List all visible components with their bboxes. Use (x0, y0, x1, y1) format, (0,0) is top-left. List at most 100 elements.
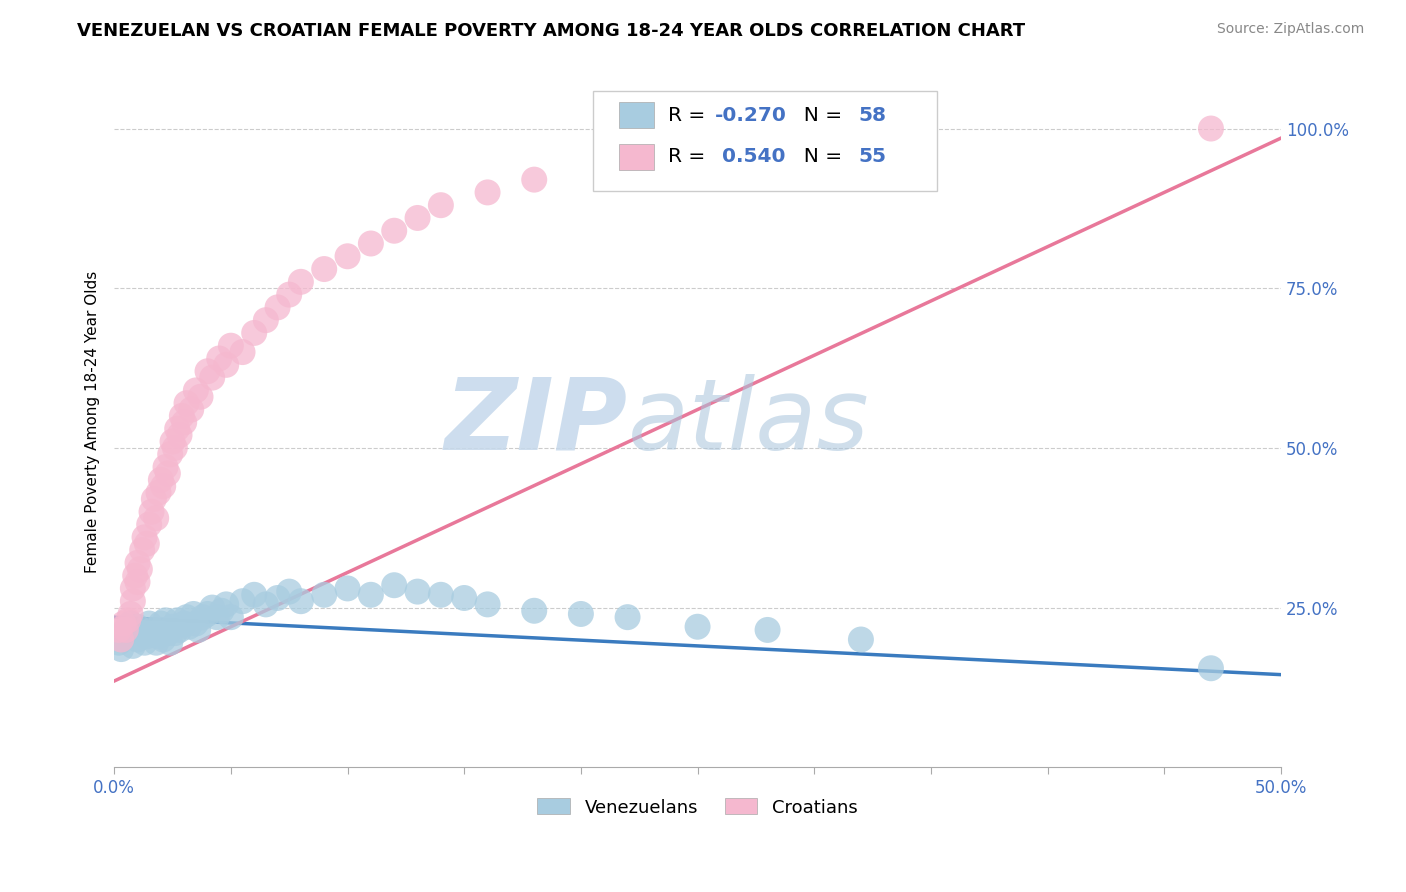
Text: Source: ZipAtlas.com: Source: ZipAtlas.com (1216, 22, 1364, 37)
Point (191, 610, 214, 624)
Point (430, 198, 453, 212)
Point (127, 620, 149, 634)
Point (254, 598, 277, 612)
Point (231, 345, 253, 359)
Point (166, 422, 188, 436)
Text: R =: R = (668, 147, 711, 166)
Point (197, 364, 219, 378)
Point (314, 262, 336, 277)
Point (278, 287, 301, 301)
Point (110, 632, 132, 647)
Point (163, 626, 186, 640)
Point (176, 610, 198, 624)
Point (148, 485, 170, 500)
Point (145, 636, 167, 650)
Point (569, 607, 592, 621)
Point (138, 517, 160, 532)
Point (156, 626, 179, 640)
Point (219, 339, 242, 353)
Point (215, 598, 238, 612)
Point (121, 639, 143, 653)
Text: N =: N = (792, 147, 848, 166)
Point (290, 275, 312, 289)
Point (314, 588, 336, 602)
Point (131, 626, 153, 640)
Point (266, 301, 288, 315)
Point (127, 556, 149, 570)
Point (336, 249, 359, 263)
Point (127, 574, 149, 589)
Point (187, 623, 209, 637)
Text: N =: N = (792, 106, 848, 125)
Point (686, 620, 709, 634)
Legend: Venezuelans, Croatians: Venezuelans, Croatians (530, 791, 865, 824)
Point (152, 632, 174, 647)
Point (231, 594, 253, 608)
Point (141, 623, 163, 637)
Point (169, 623, 191, 637)
Point (254, 313, 277, 327)
Point (406, 211, 429, 225)
Point (135, 537, 157, 551)
Point (173, 616, 195, 631)
Text: -0.270: -0.270 (716, 106, 787, 125)
Point (336, 582, 359, 596)
Point (149, 616, 172, 631)
Point (184, 616, 207, 631)
Point (108, 623, 131, 637)
Point (180, 402, 202, 417)
Point (278, 584, 301, 599)
Point (201, 370, 224, 384)
Point (211, 604, 233, 618)
Point (120, 616, 142, 631)
Point (156, 467, 179, 481)
Point (177, 620, 200, 634)
Point (131, 543, 153, 558)
Point (190, 390, 212, 404)
Point (360, 588, 382, 602)
Point (756, 623, 779, 637)
Point (477, 598, 499, 612)
FancyBboxPatch shape (592, 91, 936, 191)
Point (155, 460, 177, 475)
Point (149, 623, 172, 637)
Point (243, 588, 266, 602)
Point (108, 636, 131, 650)
Point (121, 594, 143, 608)
Point (523, 172, 546, 186)
Text: atlas: atlas (627, 374, 869, 471)
Point (197, 607, 219, 621)
Point (849, 632, 872, 647)
Point (290, 594, 312, 608)
Point (219, 610, 242, 624)
Point (183, 607, 205, 621)
Point (127, 632, 149, 647)
Point (134, 636, 156, 650)
Point (117, 613, 139, 627)
Point (162, 434, 184, 449)
Point (208, 351, 231, 366)
Point (201, 600, 224, 615)
Text: R =: R = (668, 106, 711, 125)
Text: VENEZUELAN VS CROATIAN FEMALE POVERTY AMONG 18-24 YEAR OLDS CORRELATION CHART: VENEZUELAN VS CROATIAN FEMALE POVERTY AM… (77, 22, 1025, 40)
Point (1199, 121, 1222, 136)
Point (1199, 661, 1222, 675)
Point (115, 623, 138, 637)
Point (134, 530, 156, 544)
Point (477, 186, 499, 200)
Point (141, 505, 163, 519)
Point (138, 616, 160, 631)
Text: 55: 55 (859, 147, 887, 166)
Point (110, 642, 132, 657)
Point (124, 568, 146, 582)
Point (176, 396, 198, 410)
Point (382, 224, 405, 238)
Point (159, 636, 181, 650)
Point (148, 629, 170, 643)
Point (163, 441, 186, 455)
Point (170, 409, 193, 423)
Point (142, 491, 165, 506)
Point (382, 578, 405, 592)
Point (135, 629, 157, 643)
Point (243, 326, 266, 340)
